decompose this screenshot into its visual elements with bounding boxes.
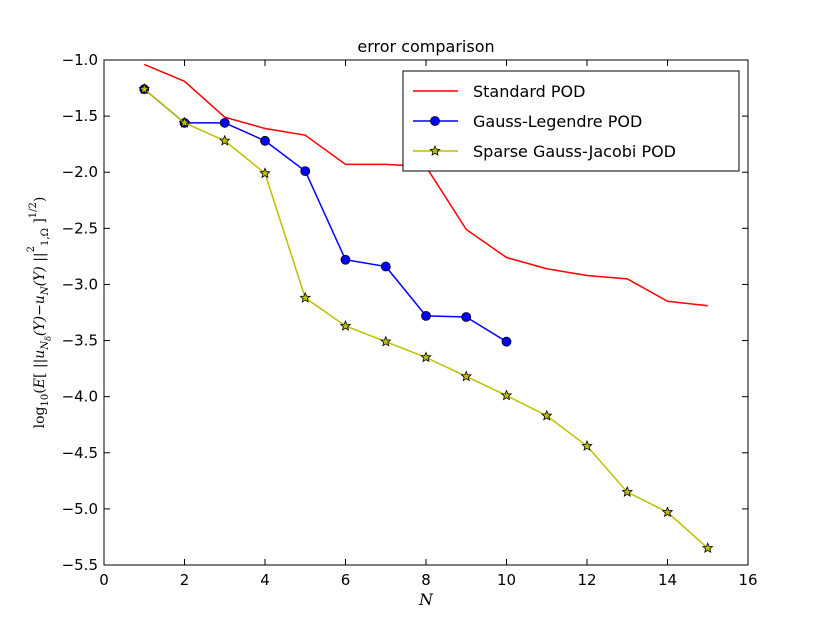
data-point-star [178,116,191,128]
y-tick-label: −2.5 [62,219,98,237]
y-tick-label: −3.5 [62,332,98,350]
legend-label: Gauss-Legendre POD [473,112,642,131]
x-tick-label: 8 [421,571,431,589]
series-line [143,88,507,343]
x-tick-label: 6 [341,571,351,589]
x-tick-label: 10 [497,571,516,589]
legend-label: Sparse Gauss-Jacobi POD [473,142,676,161]
legend-item: Standard POD [413,82,585,101]
data-point-star [701,542,714,554]
data-point-circle [260,135,270,146]
x-tick-label: 14 [658,571,677,589]
y-tick-label: −4.0 [62,388,98,406]
data-point-star [661,506,674,518]
legend-item: Gauss-Legendre POD [413,112,642,131]
data-point-star [259,167,271,179]
x-tick-label: 4 [260,571,270,589]
data-point-star [379,335,392,347]
legend-marker-star [429,144,441,156]
plot-area [138,63,714,554]
y-tick-label: −2.0 [62,163,98,181]
data-point-circle [380,261,391,272]
legend-marker-circle [430,116,440,126]
series-sparse-gauss-jacobi-pod [138,83,714,554]
data-point-star [138,83,151,95]
x-tick-label: 2 [180,571,190,589]
y-tick-label: −1.5 [62,107,98,125]
data-point-circle [340,254,351,265]
data-point-star [581,439,593,451]
data-point-star [299,291,312,303]
data-point-circle [461,312,472,322]
data-point-star [460,370,473,382]
data-point-star [339,319,352,331]
data-point-star [420,351,432,363]
x-tick-label: 12 [577,571,596,589]
data-point-star [500,389,513,401]
y-tick-label: −4.5 [62,444,98,462]
y-axis-label: log10(E[ ||uNδ(Y)−uN(Y) ||21,Ω ]1/2) [26,197,53,429]
data-point-circle [501,336,512,347]
chart-title: error comparison [357,37,494,56]
data-point-star [218,134,231,146]
data-point-circle [300,166,311,177]
data-point-star [621,486,634,497]
legend-item: Sparse Gauss-Jacobi POD [413,142,676,161]
y-tick-label: −3.0 [62,275,98,293]
legend-label: Standard POD [473,82,585,101]
x-tick-label: 0 [99,571,109,589]
data-point-circle [421,310,431,321]
y-tick-label: −5.0 [62,500,98,518]
axis-ticks: 0 2 4 6 8 10 12 14 16 −1.0 −1.5 −2.0 −2.5 −3.0 −3.5 −4.… [62,51,758,589]
x-axis-label: N [418,590,434,609]
legend-box [402,70,740,172]
data-point-circle [219,117,230,128]
x-tick-label: 16 [738,571,757,589]
legend: Standard POD Gauss-Legendre POD Sparse Gau… [402,70,740,172]
y-tick-label: −1.0 [62,51,98,69]
y-tick-label: −5.5 [62,556,98,574]
data-point-star [540,409,553,421]
